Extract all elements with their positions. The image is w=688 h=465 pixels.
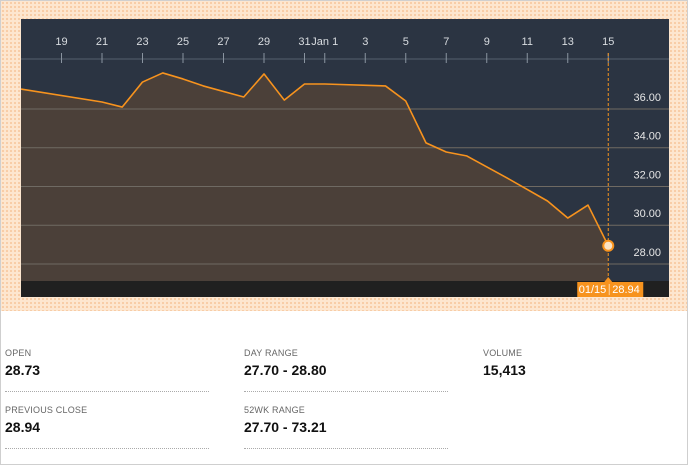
y-tick-label: 28.00 — [633, 247, 661, 259]
y-tick-label: 30.00 — [633, 208, 661, 220]
last-point — [602, 239, 615, 252]
stat-label: 52WK RANGE — [244, 405, 306, 415]
crosshair-tag — [577, 282, 644, 297]
stat: 52WK RANGE 27.70 - 73.21 — [244, 405, 448, 449]
y-tick-label: 34.00 — [633, 131, 661, 143]
x-tick-label: 13 — [562, 36, 574, 48]
stat: DAY RANGE 27.70 - 28.80 — [244, 348, 448, 392]
tag-pointer — [604, 277, 613, 282]
y-tick-label: 36.00 — [633, 92, 661, 104]
x-tick-label: 11 — [522, 36, 533, 48]
x-tick-label: 29 — [258, 36, 270, 48]
y-tick-label: 32.00 — [633, 169, 661, 181]
stat-value: 27.70 - 28.80 — [244, 362, 327, 378]
x-tick-label: 7 — [443, 36, 449, 48]
x-tick-label: 5 — [403, 36, 409, 48]
line — [20, 72, 609, 247]
stat: PREVIOUS CLOSE 28.94 — [5, 405, 209, 449]
x-tick-label: 15 — [602, 36, 614, 48]
x-tick-label: 21 — [96, 36, 108, 48]
stat-value: 27.70 - 73.21 — [244, 419, 327, 435]
bottom-strip — [21, 281, 669, 297]
stat-label: PREVIOUS CLOSE — [5, 405, 88, 415]
chart: 28.00 30.00 32.00 34.00 36.00 19 21 23 25 27 29 31 J… — [20, 19, 669, 297]
x-tick-label: Jan 1 — [311, 36, 338, 48]
x-tick-label: 3 — [362, 36, 368, 48]
stat-label: VOLUME — [483, 348, 523, 358]
stat: VOLUME 15,413 — [483, 348, 687, 391]
stat-value: 28.73 — [5, 362, 41, 378]
x-tick-label: 9 — [484, 36, 490, 48]
x-tick-label: 25 — [177, 36, 189, 48]
stat-label: DAY RANGE — [244, 348, 298, 358]
stat-value: 28.94 — [5, 419, 41, 435]
area — [21, 72, 609, 281]
crosshair-date: 01/15 — [579, 284, 607, 296]
x-tick-label: 23 — [136, 36, 148, 48]
crosshair-value: 28.94 — [612, 284, 640, 296]
stat: OPEN 28.73 — [5, 348, 209, 392]
stat-value: 15,413 — [483, 362, 526, 378]
x-tick-label: 19 — [55, 36, 67, 48]
x-tick-label: 27 — [217, 36, 229, 48]
stat-label: OPEN — [5, 348, 32, 358]
x-tick-label: 31 — [298, 36, 310, 48]
